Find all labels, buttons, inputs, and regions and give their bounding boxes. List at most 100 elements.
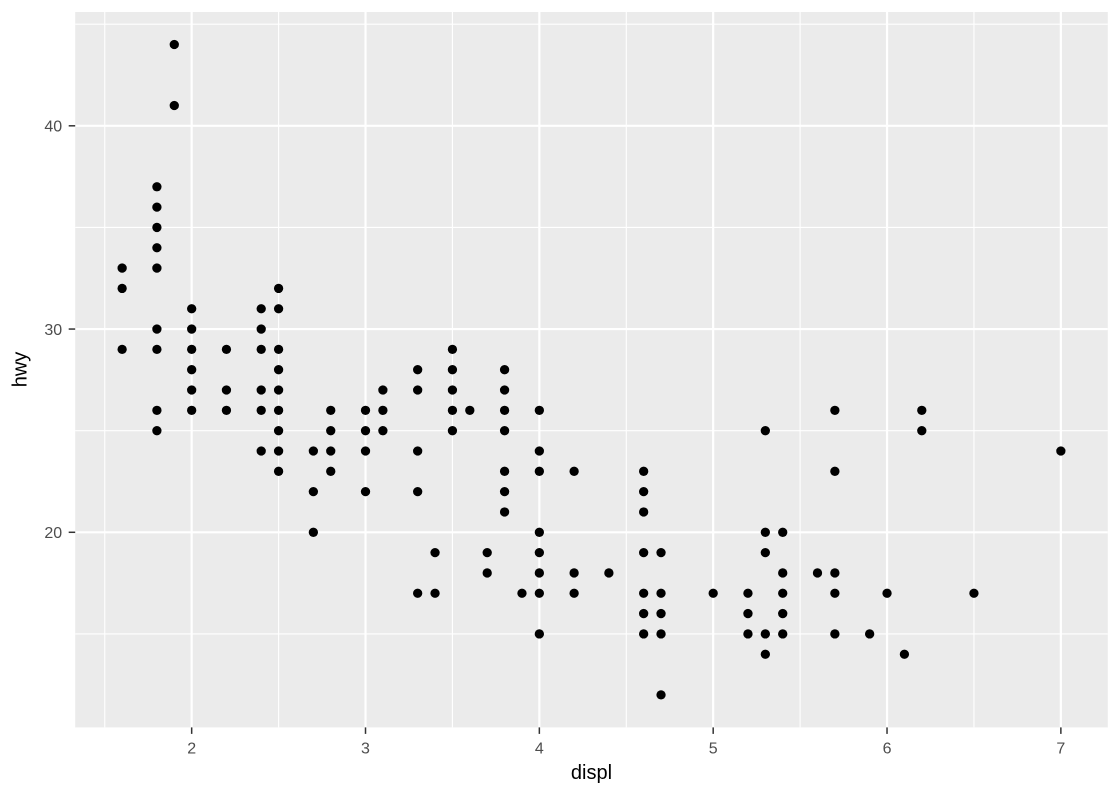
data-point — [308, 446, 319, 456]
x-tick-label: 3 — [361, 740, 370, 757]
data-point — [413, 446, 423, 456]
data-point — [778, 608, 788, 619]
data-point — [534, 446, 544, 456]
data-point — [534, 629, 544, 639]
data-point — [708, 588, 718, 598]
data-point — [256, 385, 266, 395]
data-point — [308, 527, 319, 537]
data-point — [256, 405, 266, 415]
data-point — [639, 486, 649, 497]
data-point — [534, 588, 544, 598]
data-point — [499, 426, 510, 436]
data-point — [569, 466, 579, 476]
data-point — [360, 426, 371, 436]
data-point — [760, 649, 770, 659]
y-tick-label: 40 — [44, 119, 62, 136]
data-point — [499, 507, 510, 517]
data-point — [152, 426, 162, 436]
data-point — [760, 547, 770, 558]
data-point — [760, 527, 770, 537]
data-point — [221, 405, 232, 415]
data-point — [152, 202, 162, 212]
data-point — [117, 283, 127, 294]
data-point — [326, 405, 336, 415]
data-point — [499, 365, 510, 375]
data-point — [413, 365, 423, 375]
data-point — [187, 365, 197, 375]
data-point — [864, 629, 875, 639]
data-point — [778, 568, 788, 578]
data-point — [639, 588, 649, 598]
data-point — [465, 405, 475, 415]
data-point — [656, 608, 666, 619]
y-axis-title: hwy — [9, 351, 32, 387]
data-point — [273, 304, 284, 314]
data-point — [639, 629, 649, 639]
data-point — [413, 486, 423, 497]
data-point — [273, 446, 284, 456]
data-point — [639, 466, 649, 476]
data-point — [187, 324, 197, 334]
data-point — [656, 690, 666, 700]
x-axis-title: displ — [570, 762, 613, 784]
data-point — [273, 385, 284, 395]
data-point — [360, 446, 371, 456]
data-point — [360, 486, 371, 497]
data-point — [447, 426, 458, 436]
data-point — [656, 547, 666, 558]
y-tick-label: 30 — [44, 322, 62, 339]
data-point — [778, 588, 788, 598]
data-point — [256, 304, 266, 314]
data-point — [656, 629, 666, 639]
y-tick-label: 20 — [44, 525, 62, 542]
data-point — [760, 629, 770, 639]
data-point — [639, 507, 649, 517]
data-point — [534, 466, 544, 476]
data-point — [917, 426, 927, 436]
data-point — [639, 608, 649, 619]
x-tick-label: 2 — [187, 740, 196, 757]
data-point — [169, 100, 179, 111]
data-point — [187, 405, 197, 415]
data-point — [830, 568, 840, 578]
data-point — [273, 365, 284, 375]
data-point — [499, 405, 510, 415]
data-point — [221, 385, 232, 395]
data-point — [273, 466, 284, 476]
data-point — [413, 385, 423, 395]
data-point — [378, 385, 388, 395]
data-point — [413, 588, 423, 598]
data-point — [256, 446, 266, 456]
data-point — [778, 629, 788, 639]
data-point — [117, 263, 127, 273]
data-point — [917, 405, 927, 415]
data-point — [117, 344, 127, 355]
data-point — [899, 649, 910, 659]
data-point — [152, 344, 162, 355]
data-point — [221, 344, 232, 355]
plot-panel — [75, 12, 1108, 728]
data-point — [256, 344, 266, 355]
x-tick-label: 6 — [883, 740, 892, 757]
data-point — [430, 588, 440, 598]
data-point — [152, 222, 162, 233]
data-point — [604, 568, 614, 578]
data-point — [187, 304, 197, 314]
data-point — [152, 182, 162, 192]
data-point — [534, 527, 544, 537]
data-point — [273, 283, 284, 294]
data-point — [169, 39, 179, 50]
data-point — [882, 588, 892, 598]
x-tick-label: 7 — [1056, 740, 1065, 757]
data-point — [534, 405, 544, 415]
data-point — [499, 385, 510, 395]
data-point — [482, 547, 492, 558]
data-point — [187, 344, 197, 355]
data-point — [430, 547, 440, 558]
data-point — [830, 588, 840, 598]
data-point — [152, 405, 162, 415]
data-point — [639, 547, 649, 558]
data-point — [830, 629, 840, 639]
data-point — [273, 405, 284, 415]
